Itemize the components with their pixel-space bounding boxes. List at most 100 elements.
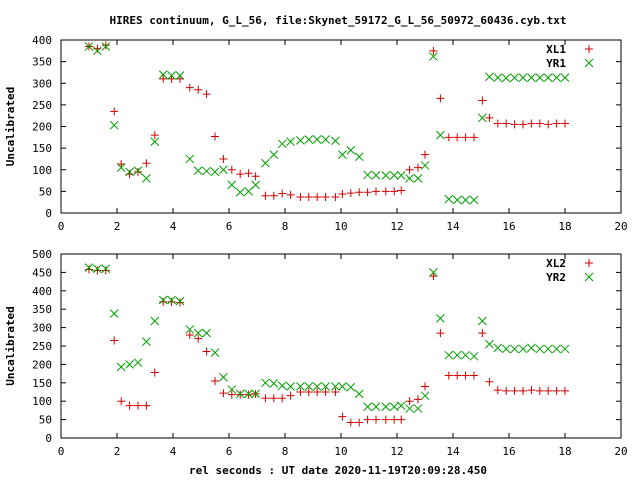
point-YR2 (296, 382, 305, 391)
x-tick-label: 16 (502, 220, 515, 233)
point-YR1 (461, 195, 470, 205)
point-YR2 (185, 325, 195, 334)
point-XL2 (110, 336, 119, 345)
point-YR2 (142, 337, 151, 346)
y-tick-label: 450 (32, 266, 52, 279)
point-XL1 (338, 189, 347, 198)
point-YR1 (277, 139, 287, 149)
legend-label-YR1: YR1 (546, 57, 566, 70)
point-YR1 (518, 73, 528, 82)
point-XL1 (269, 191, 278, 200)
point-XL1 (502, 119, 511, 128)
point-YR2 (510, 344, 519, 354)
point-XL1 (185, 83, 194, 92)
point-YR1 (469, 195, 479, 205)
point-YR2 (501, 344, 511, 354)
point-XL1 (414, 163, 422, 172)
point-YR2 (405, 404, 414, 413)
point-XL1 (444, 133, 453, 142)
x-tick-label: 6 (226, 220, 233, 233)
y-tick-label: 250 (32, 99, 52, 112)
point-XL1 (159, 74, 168, 83)
point-XL1 (142, 159, 151, 168)
point-XL2 (478, 329, 487, 338)
point-XL2 (470, 371, 478, 380)
point-XL2 (159, 297, 168, 306)
point-XL2 (363, 415, 372, 424)
point-XL2 (485, 377, 494, 386)
legend-marker-XL2 (585, 259, 593, 267)
point-XL2 (236, 390, 245, 399)
x-tick-label: 14 (446, 445, 460, 458)
point-XL2 (527, 386, 536, 395)
point-YR1 (227, 180, 237, 190)
point-XL1 (461, 133, 470, 142)
point-XL1 (527, 119, 536, 128)
point-XL1 (313, 192, 322, 201)
point-XL2 (461, 371, 470, 380)
point-XL1 (202, 90, 211, 99)
point-XL2 (444, 371, 453, 380)
point-XL2 (493, 386, 502, 395)
point-XL1 (390, 187, 399, 196)
point-YR2 (167, 295, 176, 305)
y-tick-label: 200 (32, 121, 52, 134)
point-YR2 (93, 264, 102, 274)
point-YR2 (321, 382, 330, 391)
point-XL2 (321, 388, 330, 396)
point-XL1 (167, 74, 176, 83)
point-YR2 (244, 389, 253, 399)
point-YR2 (150, 316, 160, 326)
point-XL1 (363, 188, 372, 197)
point-YR1 (381, 171, 391, 180)
point-XL2 (211, 376, 219, 385)
point-YR1 (389, 171, 399, 180)
point-YR2 (304, 382, 314, 391)
point-YR2 (202, 328, 211, 338)
point-XL2 (331, 388, 340, 396)
x-tick-label: 8 (282, 220, 289, 233)
point-XL2 (436, 329, 445, 338)
point-XL1 (519, 120, 527, 129)
x-tick-label: 12 (390, 220, 403, 233)
x-tick-label: 4 (170, 445, 177, 458)
y-tick-label: 400 (32, 34, 52, 47)
series-YR2 (84, 263, 570, 413)
y-axis-label: Uncalibrated (4, 87, 17, 166)
point-XL2 (355, 418, 364, 427)
point-XL2 (372, 415, 380, 424)
x-tick-label: 20 (614, 220, 627, 233)
y-tick-label: 250 (32, 340, 52, 353)
point-YR2 (381, 402, 391, 412)
point-XL2 (502, 386, 511, 395)
point-YR2 (109, 309, 119, 318)
x-tick-label: 18 (558, 445, 571, 458)
point-XL2 (519, 386, 527, 395)
point-YR2 (286, 382, 295, 391)
x-tick-label: 2 (114, 220, 121, 233)
point-XL1 (176, 74, 184, 83)
point-YR1 (346, 145, 356, 155)
point-XL1 (304, 192, 313, 201)
y-tick-label: 200 (32, 358, 52, 371)
point-YR1 (261, 158, 270, 168)
x-tick-label: 4 (170, 220, 177, 233)
point-YR1 (202, 166, 211, 176)
x-tick-label: 14 (446, 220, 460, 233)
point-XL1 (535, 119, 544, 128)
y-axis-label: Uncalibrated (4, 306, 17, 385)
point-YR1 (251, 180, 260, 190)
y-tick-label: 100 (32, 395, 52, 408)
point-YR2 (389, 402, 399, 412)
point-YR2 (560, 344, 570, 354)
point-XL2 (286, 391, 295, 400)
point-XL1 (227, 165, 236, 174)
point-YR2 (396, 401, 406, 410)
point-YR1 (478, 113, 487, 123)
legend-label-YR2: YR2 (546, 271, 566, 284)
point-YR2 (125, 360, 134, 369)
point-YR2 (251, 389, 260, 399)
point-YR2 (331, 382, 340, 391)
point-XL2 (544, 386, 553, 395)
point-YR1 (109, 120, 119, 130)
